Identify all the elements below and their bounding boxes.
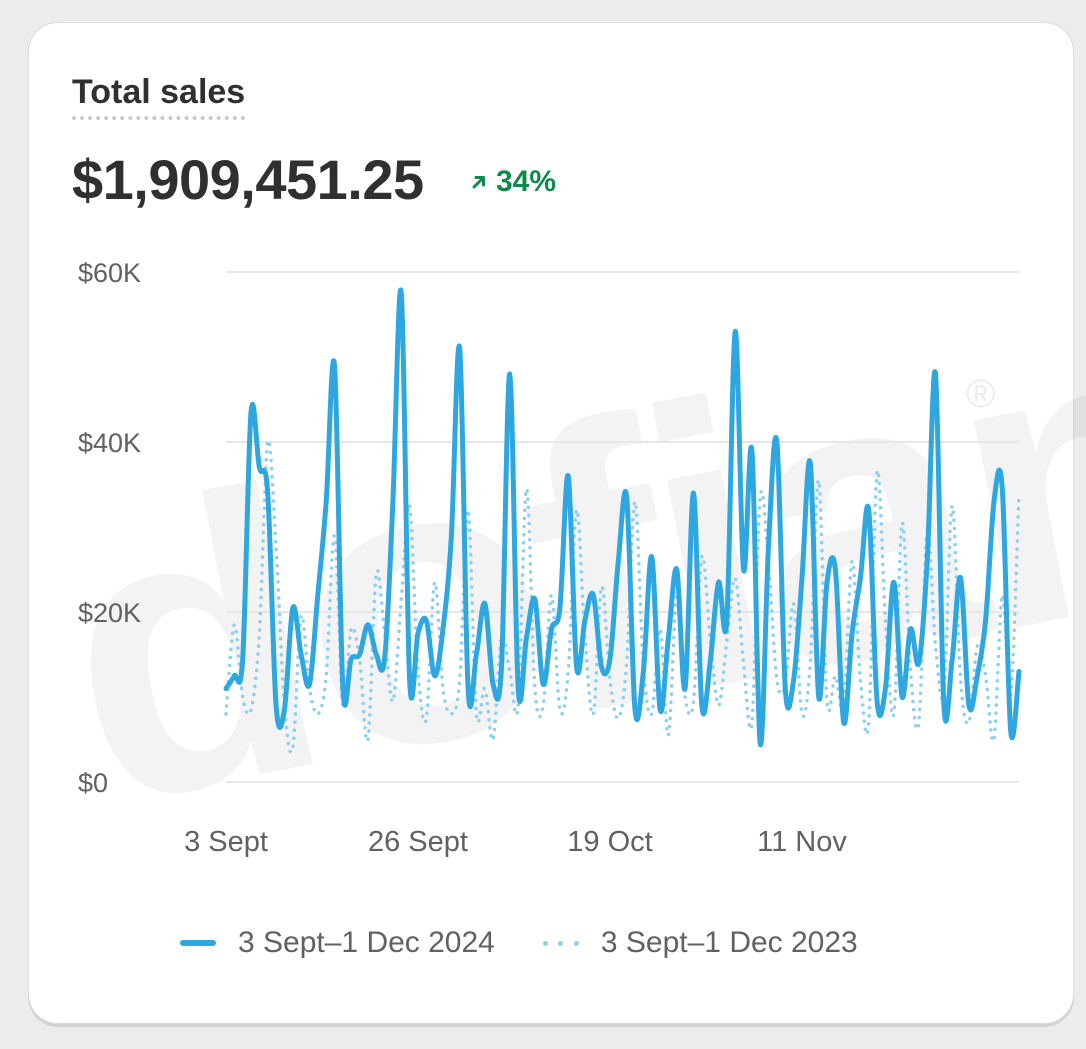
y-tick-label: $40K [78,428,141,458]
legend-label-2023: 3 Sept–1 Dec 2023 [600,926,858,959]
y-tick-label: $0 [78,768,108,798]
x-tick-label: 11 Nov [757,826,847,858]
y-tick-label: $20K [78,598,141,628]
change-indicator: 34% [470,162,556,202]
series-line-2024 [223,287,1022,748]
card-title[interactable]: Total sales [72,72,246,120]
chart-legend: 3 Sept–1 Dec 2024 3 Sept–1 Dec 2023 [180,926,858,960]
watermark-registered-mark: ® [966,372,996,416]
legend-item-2023[interactable]: 3 Sept–1 Dec 2023 [542,926,858,960]
legend-solid-line-icon [180,940,216,946]
legend-dotted-line-icon [542,940,579,946]
series-line-2023 [224,438,1021,755]
legend-item-2024[interactable]: 3 Sept–1 Dec 2024 [180,926,495,960]
x-tick-label: 3 Sept [184,826,268,858]
y-tick-label: $60K [78,258,141,288]
x-tick-label: 19 Oct [567,826,652,858]
x-tick-label: 26 Sept [368,826,468,858]
change-percent: 34% [496,165,557,198]
total-sales-card [28,22,1074,1024]
arrow-up-right-icon [472,176,485,189]
total-sales-value: $1,909,451.25 [72,148,424,211]
legend-label-2024: 3 Sept–1 Dec 2024 [238,926,495,959]
